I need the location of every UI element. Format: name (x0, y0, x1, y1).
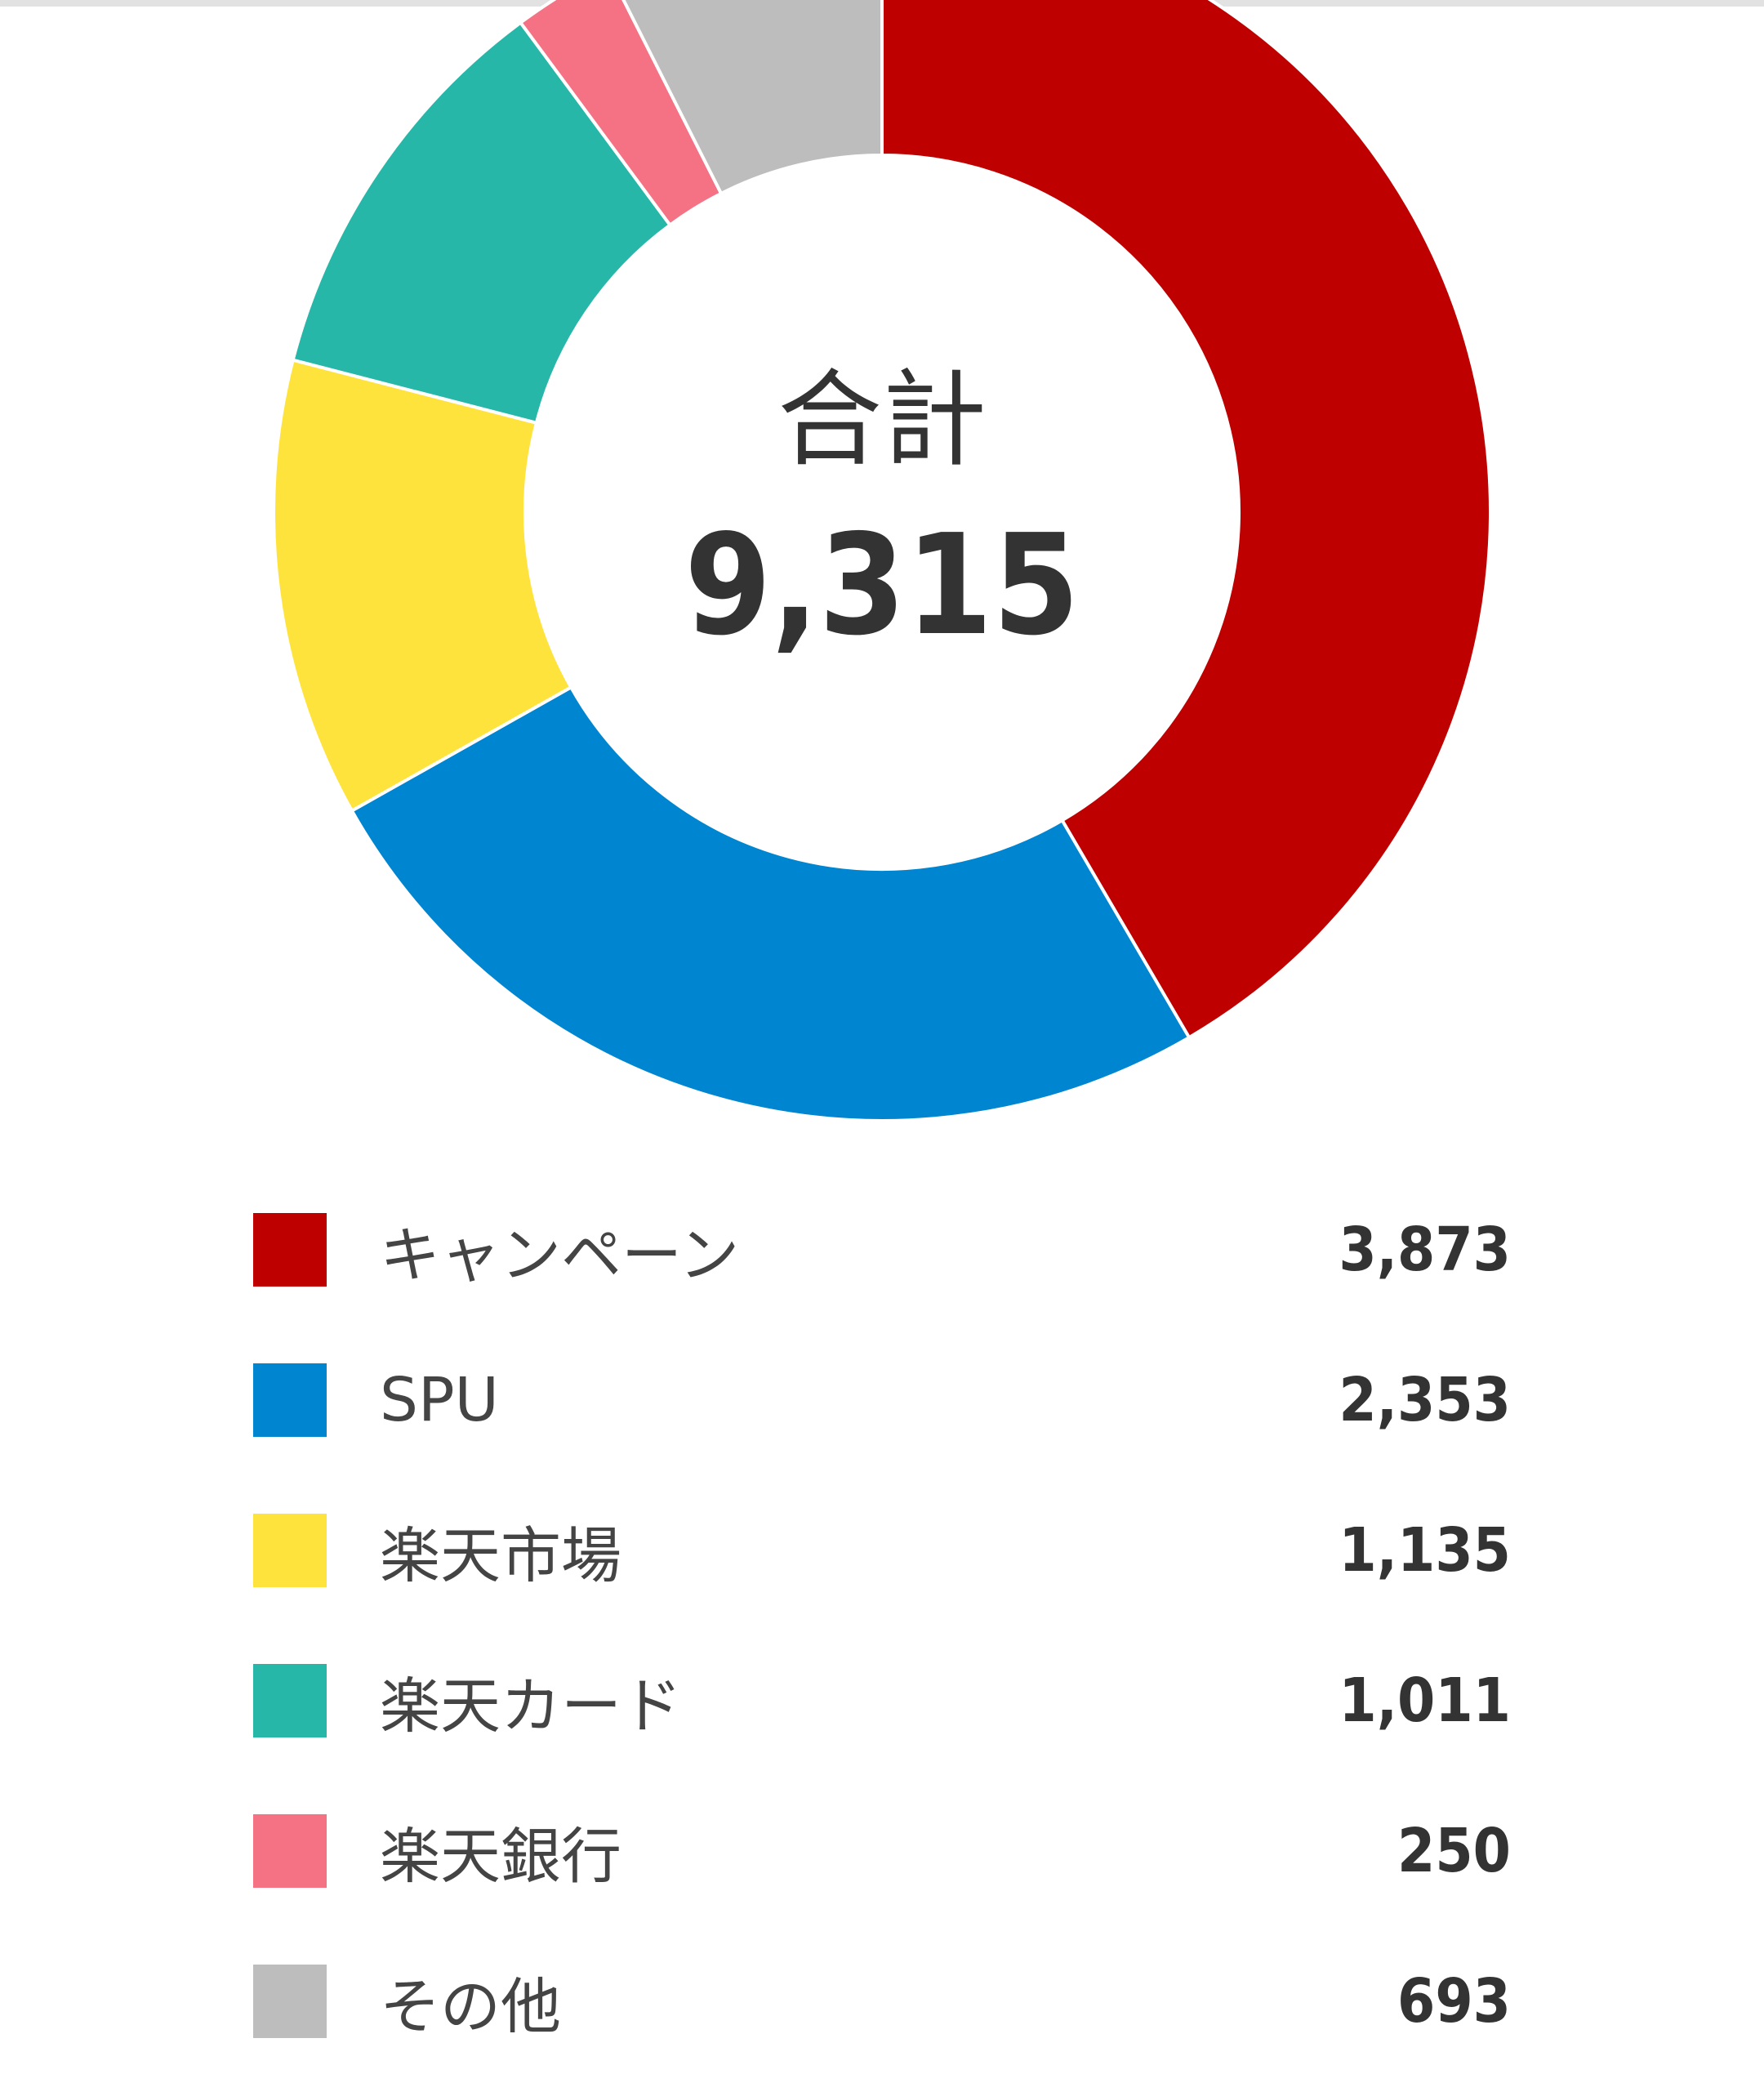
legend-item: その他 693 (253, 1926, 1511, 2076)
legend-label: 楽天銀行 (380, 1821, 621, 1892)
slice-4 (291, 20, 673, 426)
legend-swatch (253, 1965, 327, 2038)
legend-value: 3,873 (1339, 1215, 1511, 1285)
legend-value: 693 (1397, 1966, 1511, 2036)
legend-swatch (253, 1213, 327, 1287)
legend-swatch (253, 1363, 327, 1437)
legend-swatch (253, 1514, 327, 1587)
slice-2 (350, 685, 1192, 1122)
legend-swatch (253, 1664, 327, 1737)
legend-label: SPU (380, 1365, 499, 1435)
donut-slices (272, 0, 1492, 1122)
legend-value: 250 (1397, 1816, 1511, 1886)
legend-item: キャンペーン 3,873 (253, 1175, 1511, 1325)
slice-6 (621, 0, 884, 196)
legend-value: 1,011 (1339, 1666, 1511, 1736)
slice-3 (272, 358, 573, 814)
legend-item: 楽天銀行 250 (253, 1776, 1511, 1926)
slice-1 (880, 0, 1492, 1040)
legend-value: 1,135 (1339, 1515, 1511, 1586)
donut-chart: 合計 9,315 (272, 0, 1492, 1122)
legend-swatch (253, 1814, 327, 1888)
total-value: 9,315 (684, 505, 1080, 667)
legend-item: 楽天カード 1,011 (253, 1626, 1511, 1776)
legend-label: 楽天市場 (380, 1520, 621, 1591)
legend-label: その他 (380, 1971, 561, 2042)
legend-value: 2,353 (1339, 1365, 1511, 1435)
legend-item: 楽天市場 1,135 (253, 1475, 1511, 1626)
legend-item: SPU 2,353 (253, 1325, 1511, 1475)
legend-label: キャンペーン (380, 1220, 740, 1291)
chart-legend: キャンペーン 3,873 SPU 2,353 楽天市場 1,135 楽天カード 1,011 楽天… (253, 1175, 1511, 2076)
total-caption: 合計 (777, 359, 987, 481)
legend-label: 楽天カード (380, 1670, 682, 1742)
